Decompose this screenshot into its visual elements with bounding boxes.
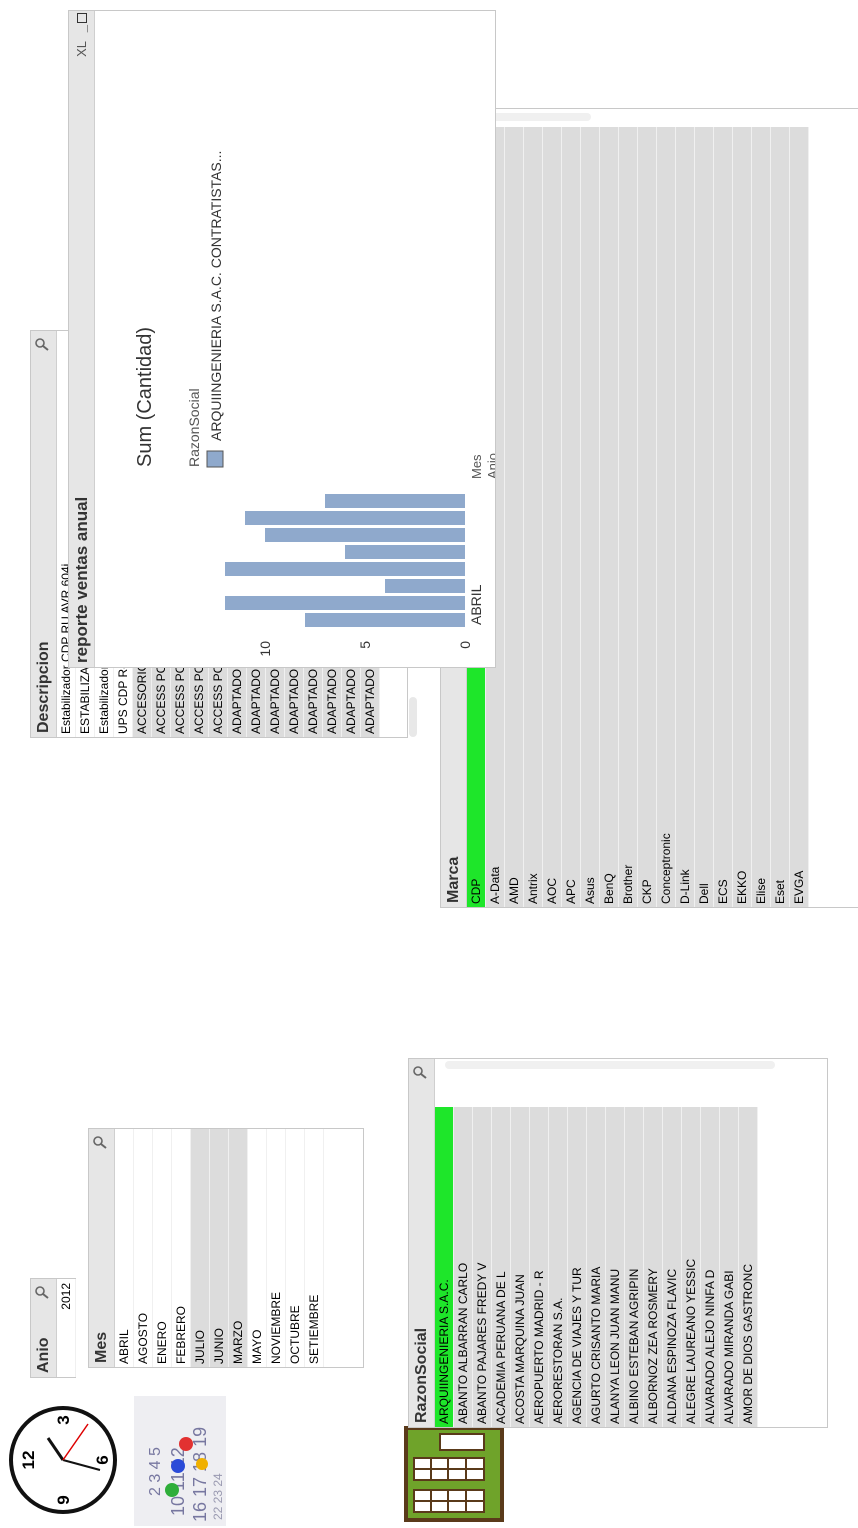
search-icon[interactable]: [93, 1135, 107, 1149]
svg-text:10 11 12: 10 11 12: [168, 1447, 188, 1516]
razonsocial-listbox[interactable]: RazonSocial ARQUIINGENIERIA S.A.C. ABANTO…: [408, 1058, 828, 1428]
list-item[interactable]: AGENCIA DE VIAJES Y TUR: [568, 1107, 587, 1427]
bar[interactable]: [265, 528, 465, 542]
bar[interactable]: [385, 579, 465, 593]
x-tick-label: ABRIL: [468, 584, 484, 625]
list-item[interactable]: JUNIO: [210, 1129, 229, 1367]
y-tick-label: 10: [257, 641, 273, 657]
list-item[interactable]: AGOSTO: [134, 1129, 153, 1367]
list-item[interactable]: ABANTO PAJARES FREDY V: [473, 1107, 492, 1427]
list-item[interactable]: EVGA: [790, 127, 809, 907]
list-item[interactable]: ACOSTA MARQUINA JUAN: [511, 1107, 530, 1427]
maximize-icon[interactable]: [77, 13, 87, 23]
y-tick-label: 5: [357, 641, 373, 649]
chart-window[interactable]: reporte ventas anual XL _ Sum (Cantidad)…: [68, 10, 510, 668]
building-icon: [404, 1426, 504, 1522]
xl-export-button[interactable]: XL: [74, 41, 89, 57]
list-item[interactable]: AOC: [543, 127, 562, 907]
bar-chart: Sum (Cantidad) RazonSocial ARQUIINGENIER…: [134, 151, 510, 657]
year-label: 2012: [494, 526, 495, 557]
bar[interactable]: [245, 511, 465, 525]
svg-text:6: 6: [93, 1455, 112, 1464]
y-tick-label: 0: [457, 641, 473, 649]
marca-listbox[interactable]: Marca CDP A-Data AMD Antrix AOC APC Asus BenQ Br…: [440, 108, 858, 908]
list-item[interactable]: SETIEMBRE: [305, 1129, 324, 1367]
list-item[interactable]: EKKO: [733, 127, 752, 907]
list-item[interactable]: Elise: [752, 127, 771, 907]
anio-title: Anio: [35, 1337, 52, 1373]
bar[interactable]: [225, 596, 465, 610]
svg-text:22 23 24: 22 23 24: [211, 1473, 225, 1520]
bar[interactable]: [325, 494, 465, 508]
list-item[interactable]: ARQUIINGENIERIA S.A.C.: [435, 1107, 454, 1427]
dim-label-anio: Anio: [485, 453, 495, 479]
list-item[interactable]: ALVARADO ALEJO NINFA D: [701, 1107, 720, 1427]
svg-text:2 3 4 5: 2 3 4 5: [147, 1447, 164, 1496]
list-item[interactable]: ABANTO ALBARRAN CARLO: [454, 1107, 473, 1427]
list-item[interactable]: ABRIL: [115, 1129, 134, 1367]
list-item[interactable]: AMD: [505, 127, 524, 907]
list-item[interactable]: ALBINO ESTEBAN AGRIPIN: [625, 1107, 644, 1427]
list-item[interactable]: AMOR DE DIOS GASTRONC: [739, 1107, 758, 1427]
svg-text:3: 3: [54, 1415, 73, 1424]
bar[interactable]: [305, 613, 465, 627]
anio-listbox[interactable]: Anio 2012: [30, 1278, 76, 1378]
clock-icon: 12 3 6 9: [9, 1406, 117, 1514]
bar[interactable]: [225, 562, 465, 576]
list-item[interactable]: ALDANA ESPINOZA FLAVIC: [663, 1107, 682, 1427]
bar[interactable]: [345, 545, 465, 559]
descripcion-listbox[interactable]: Descripcion Estabilizador CDP RU AVR 604…: [30, 330, 417, 738]
list-item[interactable]: BenQ: [600, 127, 619, 907]
list-item[interactable]: FEBRERO: [172, 1129, 191, 1367]
list-item[interactable]: MARZO: [229, 1129, 248, 1367]
list-item[interactable]: 2012: [57, 1279, 76, 1377]
search-icon[interactable]: [35, 337, 49, 351]
minimize-button[interactable]: _: [74, 25, 89, 33]
list-item[interactable]: ACADEMIA PERUANA DE L: [492, 1107, 511, 1427]
vertical-scrollbar[interactable]: [445, 1061, 775, 1069]
list-item[interactable]: JULIO: [191, 1129, 210, 1367]
search-icon[interactable]: [413, 1065, 427, 1079]
list-item[interactable]: APC: [562, 127, 581, 907]
list-item[interactable]: Asus: [581, 127, 600, 907]
list-item[interactable]: ALANYA LEON JUAN MANU: [606, 1107, 625, 1427]
list-item[interactable]: Antrix: [524, 127, 543, 907]
svg-text:9: 9: [54, 1495, 73, 1504]
list-item[interactable]: Eset: [771, 127, 790, 907]
calendar-icon: 2 3 4 5 10 11 12 16 17 18 19 22 23 24: [134, 1396, 226, 1526]
mes-listbox[interactable]: Mes ABRIL AGOSTO ENERO FEBRERO JULIO JUNIO MAR…: [88, 1128, 364, 1368]
svg-text:16 17 18 19: 16 17 18 19: [190, 1427, 210, 1522]
list-item[interactable]: AERORESTORAN S.A.: [549, 1107, 568, 1427]
dim-label-mes: Mes: [469, 454, 484, 479]
horizontal-scrollbar[interactable]: [409, 697, 417, 737]
legend-swatch: [206, 450, 224, 468]
measure-label: Sum (Cantidad): [134, 327, 156, 467]
svg-text:12: 12: [19, 1451, 38, 1470]
razonsocial-title: RazonSocial: [413, 1327, 430, 1423]
legend-entry: ARQUIINGENIERIA S.A.C. CONTRATISTAS...: [208, 151, 224, 441]
list-item[interactable]: ENERO: [153, 1129, 172, 1367]
list-item[interactable]: ALBORNOZ ZEA ROSMERY: [644, 1107, 663, 1427]
mes-title: Mes: [93, 1331, 110, 1363]
search-icon[interactable]: [35, 1285, 49, 1299]
list-item[interactable]: ALVARADO MIRANDA GABI: [720, 1107, 739, 1427]
list-item[interactable]: Dell: [695, 127, 714, 907]
list-item[interactable]: Brother: [619, 127, 638, 907]
list-item[interactable]: D-Link: [676, 127, 695, 907]
list-item[interactable]: AEROPUERTO MADRID - R: [530, 1107, 549, 1427]
list-item[interactable]: ECS: [714, 127, 733, 907]
list-item[interactable]: CKP: [638, 127, 657, 907]
legend-title: RazonSocial: [186, 388, 202, 467]
list-item[interactable]: OCTUBRE: [286, 1129, 305, 1367]
descripcion-title: Descripcion: [35, 641, 52, 733]
list-item[interactable]: Conceptronic: [657, 127, 676, 907]
chart-title: reporte ventas anual: [72, 496, 91, 663]
list-item[interactable]: MAYO: [248, 1129, 267, 1367]
list-item[interactable]: NOVIEMBRE: [267, 1129, 286, 1367]
list-item[interactable]: AGURTO CRISANTO MARIA: [587, 1107, 606, 1427]
list-item[interactable]: ALEGRE LAUREANO YESSIC: [682, 1107, 701, 1427]
marca-title: Marca: [445, 856, 462, 903]
